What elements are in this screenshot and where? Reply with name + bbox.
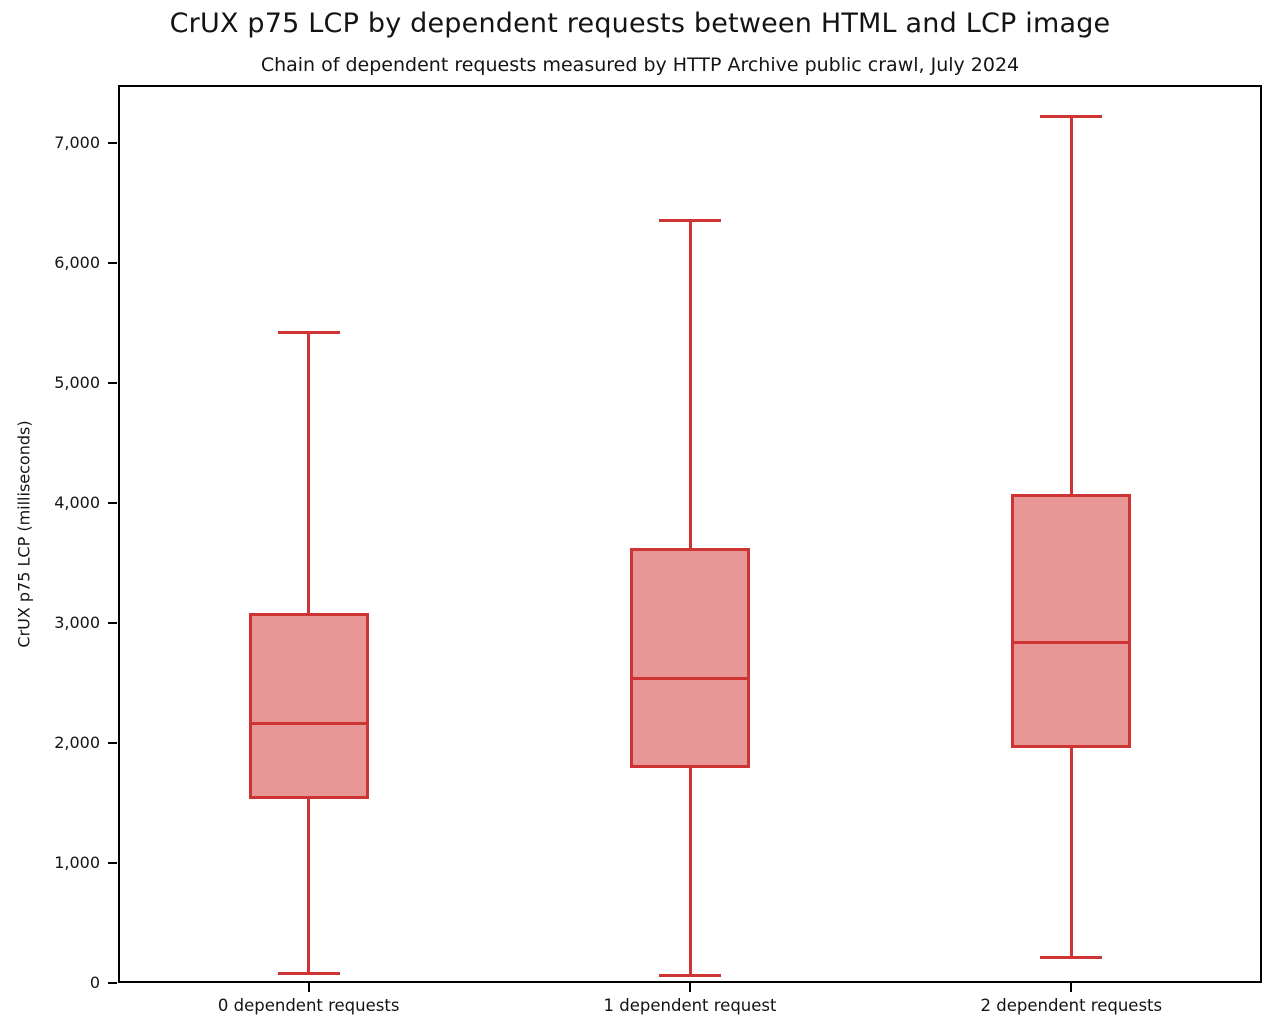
whisker-lower	[688, 768, 692, 976]
whisker-lower	[1069, 747, 1073, 958]
x-tick-label: 0 dependent requests	[217, 996, 400, 1015]
y-tick-mark	[108, 861, 117, 864]
whisker-lower	[307, 799, 311, 974]
y-tick-mark	[108, 381, 117, 384]
whisker-cap-top	[659, 219, 721, 223]
y-tick-mark	[108, 141, 117, 144]
whisker-cap-bottom	[1040, 956, 1103, 960]
whisker-upper	[688, 220, 692, 549]
median-line	[1014, 640, 1129, 644]
y-tick-label: 3,000	[54, 612, 100, 632]
box-iqr	[1011, 494, 1132, 748]
whisker-cap-top	[1040, 114, 1103, 118]
y-tick-mark	[108, 982, 117, 984]
whisker-cap-bottom	[659, 974, 721, 978]
x-tick-mark	[307, 983, 310, 992]
y-tick-label: 1,000	[54, 852, 100, 872]
y-tick-label: 0	[89, 973, 100, 992]
chart-subtitle: Chain of dependent requests measured by …	[260, 54, 1020, 76]
y-tick-label: 7,000	[54, 132, 100, 152]
y-tick-label: 4,000	[54, 492, 100, 512]
x-tick-mark	[689, 983, 691, 992]
y-tick-mark	[108, 261, 117, 264]
y-tick-label: 2,000	[54, 732, 100, 752]
box-iqr	[630, 548, 750, 769]
x-tick-label: 1 dependent request	[603, 996, 777, 1015]
whisker-cap-bottom	[277, 971, 340, 975]
y-tick-label: 6,000	[54, 252, 100, 272]
box-iqr	[248, 613, 369, 800]
median-line	[251, 722, 366, 726]
y-tick-label: 5,000	[54, 372, 100, 392]
x-tick-mark	[1070, 983, 1073, 992]
whisker-upper	[307, 332, 311, 614]
whisker-cap-top	[277, 330, 340, 334]
whisker-upper	[1069, 116, 1073, 495]
y-tick-mark	[108, 741, 117, 744]
y-tick-mark	[108, 621, 117, 624]
y-tick-mark	[108, 501, 117, 504]
x-tick-label: 2 dependent requests	[980, 996, 1163, 1015]
median-line	[633, 676, 747, 680]
chart-title: CrUX p75 LCP by dependent requests betwe…	[169, 8, 1111, 39]
